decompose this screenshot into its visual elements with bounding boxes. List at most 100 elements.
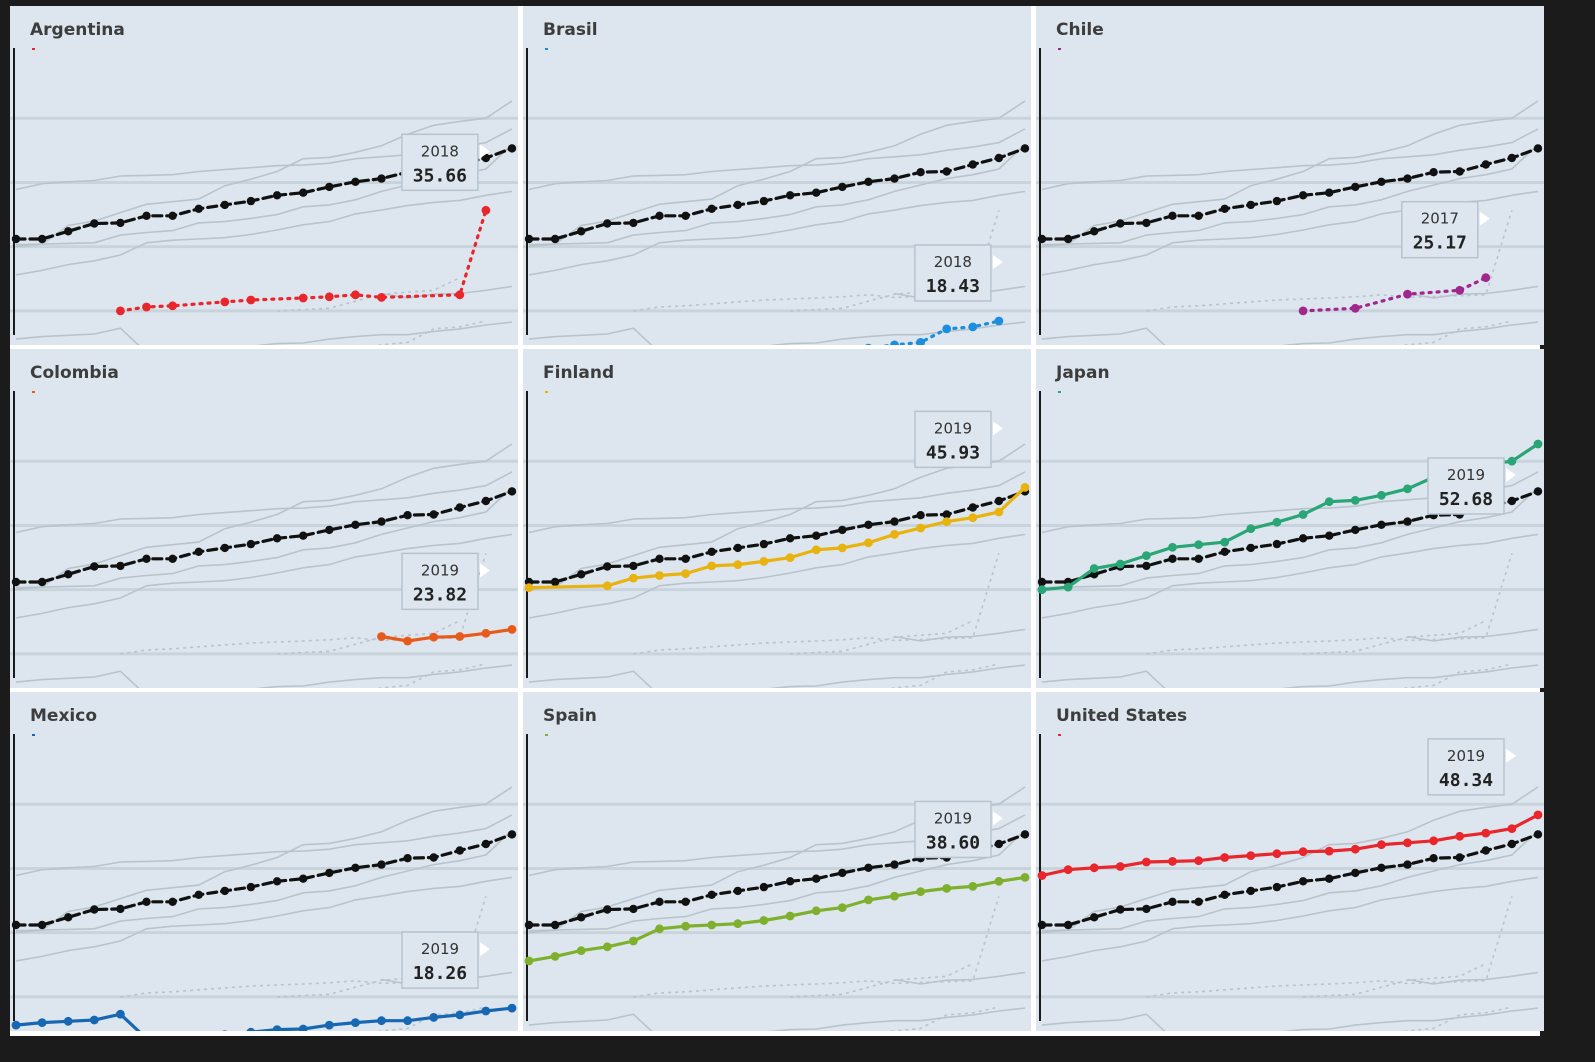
background-country-line (887, 1006, 1000, 1031)
reference-series-point (37, 920, 47, 930)
country-panel-chart: 2019 52.68 (1036, 391, 1544, 688)
reference-series-point (838, 525, 847, 535)
value-callout: 2019 52.68 (1427, 457, 1516, 515)
country-series-point (1089, 863, 1099, 873)
reference-series-point (707, 204, 716, 213)
country-series-point (1063, 582, 1073, 592)
legend-marker (545, 48, 548, 50)
country-series-line (1040, 813, 1540, 878)
background-country-line (894, 628, 1026, 642)
reference-series-point (325, 182, 334, 192)
reference-series-point (1142, 561, 1151, 571)
country-series-point (324, 292, 334, 302)
country-series-point (968, 513, 978, 523)
country-panel-chart: 2019 48.34 (1036, 734, 1544, 1031)
reference-series-point (481, 153, 491, 163)
background-country-line (1400, 663, 1513, 688)
reference-series-point (550, 577, 560, 587)
callout-year: 2018 (421, 142, 459, 160)
reference-series-point (759, 539, 769, 549)
reference-series-point (1142, 904, 1151, 914)
callout-value: 35.66 (413, 165, 467, 186)
reference-series-point (1246, 543, 1255, 553)
panel-title: Spain (543, 706, 597, 726)
reference-series-point (1063, 234, 1073, 244)
callout-value: 52.68 (1439, 489, 1493, 510)
reference-series-point (785, 534, 795, 543)
country-panel: 2018 18.43 Brasil (523, 6, 1031, 345)
background-country-line (894, 971, 1026, 985)
country-series-point (890, 530, 899, 539)
reference-series-point (351, 177, 360, 186)
reference-series-point (1298, 191, 1308, 200)
callout-box (401, 133, 479, 192)
reference-series-line (14, 489, 514, 584)
background-country-line (15, 321, 513, 345)
reference-series-point (246, 882, 256, 892)
reference-series-point (603, 562, 612, 571)
reference-series-point (168, 554, 177, 563)
reference-series-point (37, 234, 47, 244)
country-series-point (994, 316, 1004, 326)
country-series-point (655, 571, 664, 580)
callout-year: 2019 (421, 561, 459, 579)
country-series-point (629, 573, 638, 583)
reference-series-point (890, 860, 899, 869)
panel-title: Colombia (30, 363, 119, 383)
panel-title: Japan (1056, 363, 1110, 383)
country-series-point (507, 625, 517, 634)
background-country-line (1407, 971, 1539, 985)
country-series-point (1455, 831, 1465, 841)
background-country-line (1400, 1006, 1513, 1031)
country-series-point (655, 924, 664, 934)
country-series-point (916, 887, 925, 896)
country-series-point (759, 916, 769, 925)
reference-series-point (681, 211, 690, 220)
country-series-point (1037, 871, 1047, 880)
reference-series-point (1272, 882, 1282, 892)
country-series-point (968, 322, 978, 332)
country-panel-chart: 2019 23.82 (10, 391, 518, 688)
country-series-point (916, 338, 925, 345)
reference-series-point (1403, 174, 1412, 183)
country-series-point (1377, 490, 1386, 500)
reference-series-point (1351, 868, 1360, 878)
panel-title: Finland (543, 363, 615, 383)
country-panel-chart: 2018 18.43 (523, 48, 1031, 345)
reference-series-point (1037, 234, 1047, 244)
reference-series-point (1325, 531, 1334, 540)
reference-series-point (994, 153, 1004, 163)
reference-series-point (577, 570, 586, 579)
country-series-point (351, 290, 360, 300)
reference-series-point (1037, 920, 1047, 930)
reference-series-point (429, 853, 438, 862)
reference-series-point (220, 886, 229, 896)
background-country-line (528, 1007, 1026, 1031)
background-country-line (528, 100, 1026, 248)
reference-series-point (1533, 144, 1543, 153)
country-series-point (89, 1015, 99, 1025)
reference-series-point (629, 561, 638, 571)
legend-marker (1058, 48, 1061, 50)
reference-series-point (968, 160, 977, 169)
reference-series-point (1220, 204, 1229, 213)
reference-series-point (1481, 846, 1490, 855)
reference-series-point (812, 188, 821, 197)
country-series-point (1194, 540, 1203, 550)
reference-series-point (707, 547, 716, 556)
reference-series-point (890, 517, 899, 526)
legend-marker (545, 734, 548, 736)
background-country-line (1407, 285, 1539, 299)
country-series-point (377, 293, 386, 302)
callout-box (401, 931, 479, 989)
reference-series-point (1377, 520, 1386, 529)
small-multiples-grid: 2018 35.66 Argentina 2018 18.43 Brasil 2017 25.… (10, 6, 1544, 1036)
country-series-point (681, 569, 690, 578)
country-series-point (602, 581, 612, 591)
panel-title: Chile (1056, 20, 1104, 40)
country-series-point (1533, 439, 1543, 449)
reference-series-point (1090, 227, 1099, 236)
background-country-line (1041, 486, 1539, 589)
country-series-point (1142, 551, 1151, 560)
country-panel-chart: 2019 18.26 (10, 734, 518, 1031)
